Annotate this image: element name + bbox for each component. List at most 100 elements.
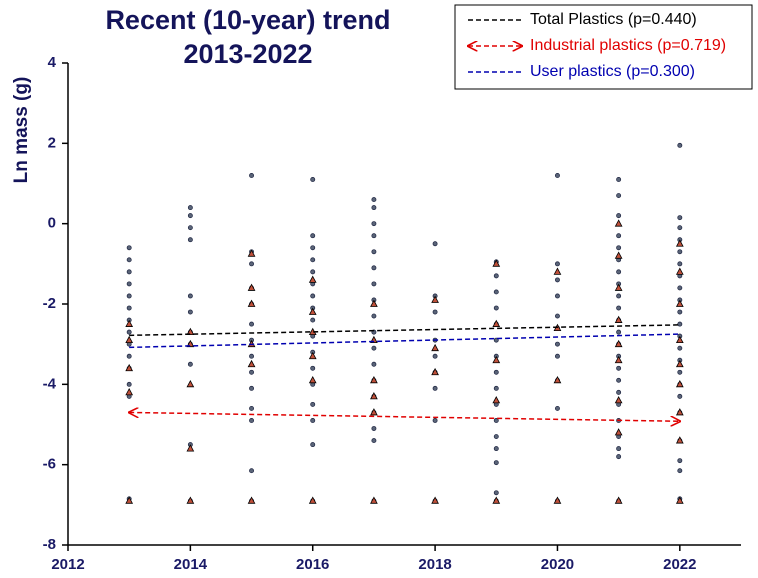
triangle-point [125, 319, 134, 327]
triangle-point [125, 335, 134, 344]
triangle-point [614, 219, 623, 227]
x-tick-label: 2012 [51, 556, 84, 573]
scatter-point [555, 405, 560, 411]
triangle-point [247, 359, 256, 368]
triangle-point [370, 392, 378, 400]
scatter-point [371, 426, 377, 431]
scatter-point [126, 269, 132, 275]
triangle-point [553, 496, 562, 504]
scatter-point [126, 245, 132, 251]
triangle-point [675, 436, 684, 444]
scatter-point [432, 309, 438, 315]
scatter-point [616, 233, 622, 239]
triangle-point [431, 367, 439, 376]
legend-label: User plastics (p=0.300) [530, 63, 695, 80]
scatter-point [371, 345, 377, 351]
triangle-point [492, 396, 501, 404]
scatter-point [555, 341, 560, 347]
scatter-point [310, 233, 316, 239]
triangle-point [186, 496, 195, 504]
scatter-point [371, 281, 377, 287]
scatter-point [616, 377, 622, 383]
trend-line [129, 333, 680, 349]
legend-label: Industrial plastics (p=0.719) [530, 37, 726, 54]
scatter-point [310, 442, 316, 448]
triangle-point [308, 351, 317, 360]
scatter-point [432, 385, 438, 391]
scatter-point [555, 313, 560, 319]
triangle-point [614, 428, 623, 436]
triangle-point [247, 496, 256, 504]
triangle-point [492, 496, 501, 504]
scatter-point [677, 142, 683, 148]
triangle-point [614, 283, 623, 291]
scatter-point [616, 365, 622, 371]
scatter-point [555, 293, 560, 299]
triangle-point [370, 299, 378, 307]
triangle-point [675, 335, 684, 344]
triangle-point [431, 295, 439, 303]
scatter-point [677, 261, 683, 267]
scatter-point [616, 305, 622, 311]
triangle-point [675, 267, 684, 275]
triangle-point [675, 299, 684, 307]
chart-title: 2013-2022 [183, 39, 312, 69]
triangle-point [675, 379, 684, 388]
scatter-point [677, 345, 683, 351]
x-tick-label: 2020 [541, 556, 574, 573]
legend-label: Total Plastics (p=0.440) [530, 11, 697, 28]
scatter-point [493, 369, 499, 375]
scatter-point [677, 309, 683, 315]
scatter-point [249, 261, 254, 267]
triangle-point [614, 251, 623, 259]
scatter-point [677, 321, 683, 327]
triangle-point [675, 359, 684, 368]
scatter-point [187, 225, 193, 231]
scatter-point [126, 353, 132, 359]
y-tick-label: -8 [43, 536, 56, 553]
scatter-point [310, 418, 316, 423]
triangle-point [125, 496, 134, 504]
scatter-point [126, 281, 132, 287]
scatter-point [616, 177, 622, 182]
scatter-point [249, 385, 254, 391]
triangle-point [308, 307, 317, 315]
scatter-point [187, 205, 193, 211]
scatter-point [310, 317, 316, 323]
scatter-point [371, 313, 377, 319]
scatter-point [493, 289, 499, 295]
scatter-point [616, 293, 622, 299]
x-tick-label: 2016 [296, 556, 329, 573]
triangle-point [247, 283, 256, 291]
scatter-point [616, 446, 622, 452]
triangle-point [308, 496, 317, 504]
scatter-point [432, 418, 438, 423]
triangle-point [492, 319, 501, 327]
y-tick-label: 2 [48, 134, 56, 151]
y-tick-label: -2 [43, 295, 56, 312]
triangle-point [431, 496, 439, 504]
y-axis-label: Ln mass (g) [11, 77, 32, 184]
scatter-point [371, 221, 377, 227]
scatter-point [249, 321, 254, 327]
x-tick-label: 2018 [418, 556, 451, 573]
scatter-point [616, 269, 622, 275]
scatter-point [371, 265, 377, 271]
y-tick-label: -4 [43, 375, 57, 392]
scatter-point [310, 257, 316, 263]
triangle-point [186, 379, 195, 388]
triangle-point [614, 339, 623, 348]
scatter-point [555, 277, 560, 283]
scatter-point [187, 293, 193, 299]
triangle-point [553, 267, 562, 275]
scatter-point [371, 197, 377, 203]
scatter-point [126, 329, 132, 335]
scatter-point [371, 361, 377, 367]
x-tick-label: 2022 [663, 556, 696, 573]
scatter-point [677, 249, 683, 255]
scatter-point [126, 305, 132, 311]
triangle-point [186, 327, 195, 336]
scatter-point [493, 446, 499, 452]
scatter-point [371, 438, 377, 444]
